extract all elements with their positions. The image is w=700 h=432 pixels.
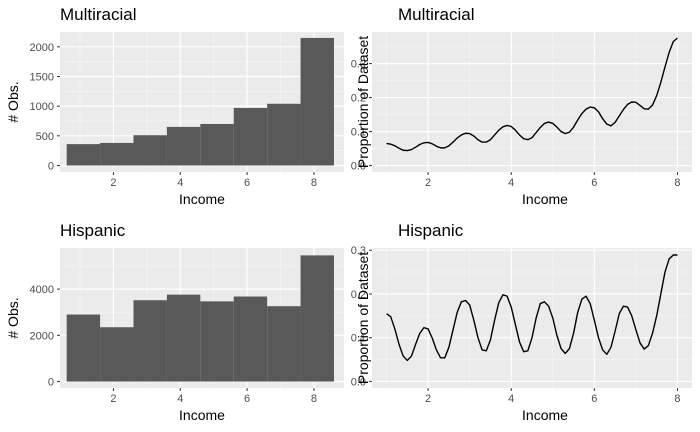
x-tick-label: 4: [508, 393, 514, 405]
density-curve: [386, 37, 678, 152]
x-axis-label: Income: [179, 407, 225, 423]
y-axis-label: Proportion of Dataset: [355, 252, 371, 384]
x-tick-label: 4: [177, 177, 183, 189]
panel-multiracial-histogram: Multiracial 2 4 6 8 0 500 1000 1500 2000 Income…: [5, 5, 344, 207]
x-ticks: 2 4 6 8: [110, 388, 317, 405]
y-tick-label: 0.3: [351, 59, 366, 71]
histogram-bar: [300, 255, 334, 382]
y-tick-label: 2000: [30, 42, 54, 54]
x-tick-label: 2: [110, 393, 116, 405]
x-tick-label: 4: [177, 393, 183, 405]
histogram-bar: [233, 107, 268, 166]
y-tick-label: 0.0: [351, 376, 366, 388]
panel-title: Hispanic: [398, 221, 464, 240]
x-tick-label: 6: [591, 393, 597, 405]
x-tick-label: 4: [508, 177, 514, 189]
density-line: [386, 254, 678, 362]
x-tick-label: 8: [311, 393, 317, 405]
y-tick-label: 1000: [30, 101, 54, 113]
histogram-bar: [133, 300, 167, 382]
x-axis-label: Income: [179, 191, 225, 207]
y-tick-label: 500: [36, 131, 54, 143]
density-curve: [386, 254, 678, 362]
x-tick-label: 2: [425, 393, 431, 405]
histogram-bar: [66, 314, 101, 382]
y-tick-label: 0.1: [351, 127, 366, 139]
y-tick-label: 0.3: [351, 245, 366, 257]
x-tick-label: 8: [674, 177, 680, 189]
histogram-bar: [267, 306, 301, 382]
panel-title: Hispanic: [60, 221, 126, 240]
histogram-bar: [166, 126, 201, 166]
x-ticks: 2 4 6 8: [425, 172, 681, 189]
histogram-bar: [100, 142, 134, 166]
histogram-bar: [200, 301, 234, 382]
x-ticks: 2 4 6 8: [425, 388, 681, 405]
histogram-bar: [267, 103, 301, 166]
y-tick-label: 0: [48, 160, 54, 172]
histogram-bars: [66, 37, 334, 166]
y-tick-label: 0.2: [351, 93, 366, 105]
y-ticks: 0 500 1000 1500 2000: [30, 42, 60, 172]
histogram-bar: [166, 294, 201, 382]
x-axis-label: Income: [522, 191, 568, 207]
y-ticks: 0.0 0.1 0.2 0.3: [351, 59, 372, 173]
y-tick-label: 4000: [30, 284, 54, 296]
y-tick-label: 0.0: [351, 161, 366, 173]
x-tick-label: 8: [674, 393, 680, 405]
x-tick-label: 6: [244, 177, 250, 189]
x-axis-label: Income: [522, 407, 568, 423]
histogram-bar: [300, 37, 334, 166]
y-tick-label: 0.2: [351, 289, 366, 301]
plot-background: [372, 248, 692, 388]
y-ticks: 0 2000 4000: [30, 284, 60, 389]
histogram-bar: [233, 296, 268, 382]
panel-title: Multiracial: [398, 5, 475, 24]
histogram-bar: [133, 135, 167, 166]
y-ticks: 0.0 0.1 0.2 0.3: [351, 245, 372, 388]
y-tick-label: 0.1: [351, 333, 366, 345]
y-tick-label: 0: [48, 377, 54, 389]
panel-title: Multiracial: [60, 5, 137, 24]
gridlines: [372, 32, 692, 172]
x-tick-label: 2: [425, 177, 431, 189]
x-tick-label: 8: [311, 177, 317, 189]
histogram-bars: [66, 255, 334, 382]
panel-hispanic-density: Hispanic 2 4 6 8 0.0 0.1 0.2 0.3 Income Propor…: [351, 221, 692, 423]
y-axis-label: # Obs.: [5, 297, 21, 338]
x-ticks: 2 4 6 8: [110, 172, 317, 189]
histogram-bar: [200, 123, 234, 166]
y-tick-label: 1500: [30, 71, 54, 83]
panel-hispanic-histogram: Hispanic 2 4 6 8 0 2000 4000 Income # Obs.: [5, 221, 344, 423]
y-axis-label: # Obs.: [5, 81, 21, 122]
plot-background: [372, 32, 692, 172]
histogram-bar: [66, 144, 101, 166]
histogram-bar: [100, 327, 134, 382]
y-tick-label: 2000: [30, 330, 54, 342]
y-axis-label: Proportion of Dataset: [355, 36, 371, 168]
x-tick-label: 6: [244, 393, 250, 405]
x-tick-label: 2: [110, 177, 116, 189]
x-tick-label: 6: [591, 177, 597, 189]
panel-multiracial-density: Multiracial 2 4 6 8 0.0 0.1 0.2 0.3 Income Pro…: [351, 5, 692, 207]
density-line: [386, 37, 678, 152]
